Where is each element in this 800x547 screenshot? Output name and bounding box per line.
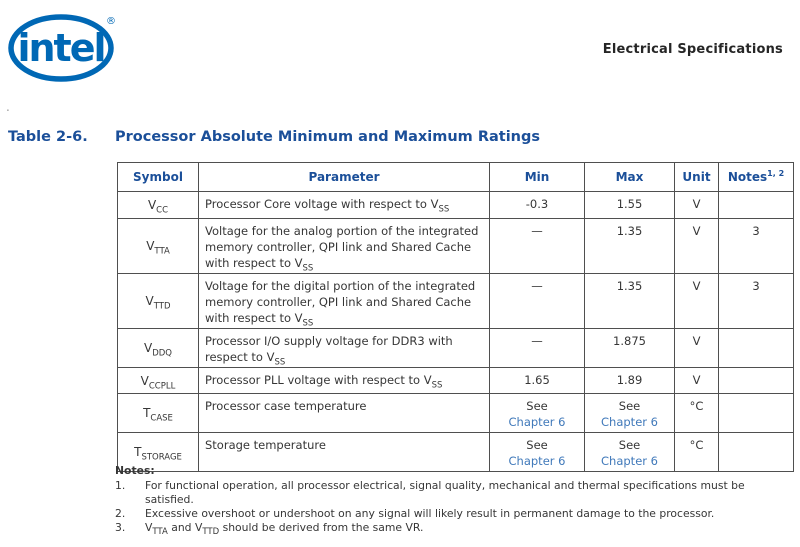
note-number: 1.: [115, 479, 126, 492]
column-header: Symbol: [117, 162, 199, 192]
parameter-cell: Voltage for the digital portion of the i…: [198, 273, 490, 329]
parameter-cell: Storage temperature: [198, 432, 490, 472]
symbol-cell: VDDQ: [117, 328, 199, 368]
note-text: Excessive overshoot or undershoot on any…: [145, 507, 715, 520]
page-header-right: Electrical Specifications: [602, 42, 783, 57]
parameter-cell: Processor case temperature: [198, 393, 490, 433]
column-header: Max: [584, 162, 675, 192]
max-cell: See Chapter 6: [584, 432, 675, 472]
symbol-cell: TSTORAGE: [117, 432, 199, 472]
notes-cell: [718, 432, 794, 472]
unit-cell: V: [674, 328, 719, 368]
symbol-cell: VCC: [117, 191, 199, 219]
column-header: Notes1, 2: [718, 162, 794, 192]
table-row: VTTA Voltage for the analog portion of th…: [117, 218, 794, 274]
min-cell: —: [489, 273, 585, 329]
symbol-cell: TCASE: [117, 393, 199, 433]
symbol-cell: VTTA: [117, 218, 199, 274]
notes-cell: [718, 328, 794, 368]
max-cell: 1.35: [584, 273, 675, 329]
stray-period-mark: .: [6, 100, 10, 114]
unit-cell: °C: [674, 432, 719, 472]
max-cell: 1.89: [584, 367, 675, 394]
note-number: 3.: [115, 521, 126, 534]
unit-cell: V: [674, 191, 719, 219]
min-cell: 1.65: [489, 367, 585, 394]
column-header: Unit: [674, 162, 719, 192]
intel-logo: intel ®: [8, 14, 116, 82]
parameter-cell: Voltage for the analog portion of the in…: [198, 218, 490, 274]
table-header-row: Symbol Parameter Min Max Unit Notes1, 2: [117, 162, 794, 192]
min-cell: -0.3: [489, 191, 585, 219]
table-row: VTTD Voltage for the digital portion of t…: [117, 273, 794, 329]
logo-swirl: [8, 14, 114, 82]
parameter-cell: Processor I/O supply voltage for DDR3 wi…: [198, 328, 490, 368]
max-cell: 1.35: [584, 218, 675, 274]
column-header: Parameter: [198, 162, 490, 192]
registered-mark: ®: [106, 16, 116, 27]
notes-section: Notes: 1. For functional operation, all …: [115, 464, 793, 538]
unit-cell: V: [674, 218, 719, 274]
max-cell: See Chapter 6: [584, 393, 675, 433]
min-cell: —: [489, 218, 585, 274]
note-item: 2. Excessive overshoot or undershoot on …: [115, 507, 793, 521]
table-title-label: Table 2-6.: [8, 129, 88, 145]
note-item: 3. VTTA and VTTD should be derived from …: [115, 521, 793, 538]
logo-text: intel: [17, 26, 104, 70]
notes-cell: [718, 191, 794, 219]
notes-label: Notes:: [115, 464, 155, 477]
unit-cell: °C: [674, 393, 719, 433]
unit-cell: V: [674, 367, 719, 394]
table-title-text: Processor Absolute Minimum and Maximum R…: [115, 129, 541, 145]
column-header: Min: [489, 162, 585, 192]
note-text: For functional operation, all processor …: [145, 479, 745, 506]
notes-cell: 3: [718, 273, 794, 329]
unit-cell: V: [674, 273, 719, 329]
note-number: 2.: [115, 507, 126, 520]
table-body: VCC Processor Core voltage with respect t…: [117, 191, 794, 472]
spec-table: Symbol Parameter Min Max Unit Notes1, 2 VCC Pr…: [117, 162, 794, 472]
table-row: TCASE Processor case temperature See Chapte…: [117, 393, 794, 433]
chapter-link[interactable]: Chapter 6: [601, 454, 658, 468]
chapter-link[interactable]: Chapter 6: [508, 415, 566, 429]
table-row: VDDQ Processor I/O supply voltage for DDR…: [117, 328, 794, 368]
max-cell: 1.875: [584, 328, 675, 368]
table-row: VCC Processor Core voltage with respect t…: [117, 191, 794, 219]
note-text: VTTA and VTTD should be derived from the…: [145, 521, 424, 538]
note-item: 1. For functional operation, all process…: [115, 479, 793, 507]
parameter-cell: Processor Core voltage with respect to V…: [198, 191, 490, 219]
notes-cell: [718, 393, 794, 433]
notes-cell: [718, 367, 794, 394]
min-cell: See Chapter 6: [489, 393, 585, 433]
max-cell: 1.55: [584, 191, 675, 219]
min-cell: See Chapter 6: [489, 432, 585, 472]
notes-cell: 3: [718, 218, 794, 274]
chapter-link[interactable]: Chapter 6: [601, 415, 658, 429]
table-row: VCCPLL Processor PLL voltage with respect…: [117, 367, 794, 394]
symbol-cell: VCCPLL: [117, 367, 199, 394]
table-title: Table 2-6. Processor Absolute Minimum and…: [8, 129, 792, 145]
chapter-link[interactable]: Chapter 6: [508, 454, 566, 468]
min-cell: —: [489, 328, 585, 368]
symbol-cell: VTTD: [117, 273, 199, 329]
parameter-cell: Processor PLL voltage with respect to VS…: [198, 367, 490, 394]
